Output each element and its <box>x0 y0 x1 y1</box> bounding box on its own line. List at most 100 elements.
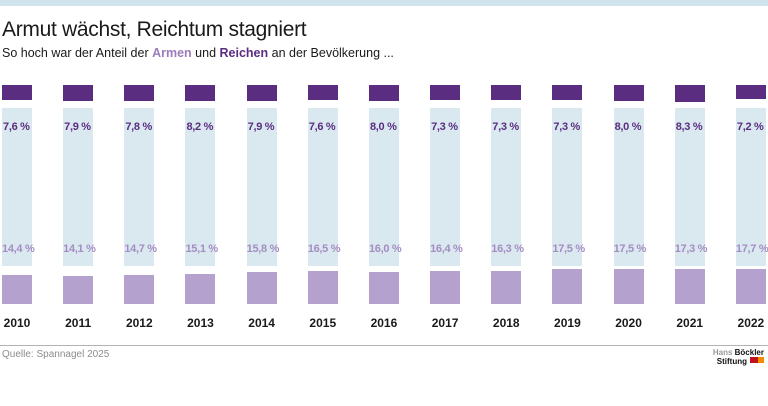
poor-bar-segment <box>63 275 94 304</box>
year-label: 2010 <box>3 316 31 330</box>
poor-bar-segment <box>2 275 32 304</box>
rich-value-label: 8,2 % <box>186 121 214 133</box>
bar-column: 8,2 % 15,1 % <box>185 85 218 304</box>
hans-boeckler-stiftung-logo: Hans Böckler Stiftung <box>713 348 764 366</box>
bar-column: 7,9 % 15,8 % <box>246 85 280 304</box>
bar-column: 8,0 % 16,0 % <box>368 85 402 304</box>
accent-strip <box>0 0 768 6</box>
rich-bar-segment <box>552 85 583 100</box>
rich-value-label: 8,3 % <box>675 121 703 133</box>
rich-value-label: 8,0 % <box>369 121 397 133</box>
logo-flag-red <box>750 357 758 363</box>
subtitle-poor-keyword: Armen <box>152 46 192 60</box>
source-note: Quelle: Spannagel 2025 <box>2 349 110 360</box>
year-label: 2022 <box>737 316 765 330</box>
rich-value-label: 7,9 % <box>64 121 91 133</box>
poor-bar-segment <box>735 268 766 304</box>
logo-flag-icon <box>750 357 764 363</box>
rich-bar-segment <box>2 85 32 101</box>
bar-column: 7,2 % 17,7 % <box>735 85 768 304</box>
bar-column: 7,3 % 16,4 % <box>430 85 463 304</box>
rich-bar-segment <box>674 85 705 102</box>
rich-value-label: 7,9 % <box>247 121 275 133</box>
poor-value-label: 15,1 % <box>185 243 218 255</box>
column-background-band <box>735 108 766 266</box>
rich-bar-segment <box>613 85 644 101</box>
rich-value-label: 7,8 % <box>125 121 152 133</box>
column-background-band <box>491 108 522 266</box>
poor-value-label: 15,8 % <box>246 243 280 255</box>
chart-subtitle: So hoch war der Anteil der Armen und Rei… <box>2 46 762 60</box>
rich-bar-segment <box>368 85 399 101</box>
poor-bar-segment <box>124 274 155 304</box>
year-label: 2011 <box>65 316 92 330</box>
bar-column: 7,6 % 16,5 % <box>307 85 341 304</box>
year-label: 2019 <box>554 316 581 330</box>
rich-value-label: 7,3 % <box>492 121 519 133</box>
bar-column: 8,0 % 17,5 % <box>613 85 647 304</box>
page-title: Armut wächst, Reichtum stagniert <box>2 18 307 41</box>
rich-value-label: 7,3 % <box>431 121 458 133</box>
logo-line1: Hans Böckler <box>713 348 764 357</box>
column-background-band <box>124 108 155 266</box>
column-background-band <box>430 108 461 266</box>
footer-divider <box>0 345 768 346</box>
poor-bar-segment <box>430 271 461 304</box>
poor-bar-segment <box>674 269 705 304</box>
poor-bar-segment <box>491 271 522 304</box>
rich-value-label: 7,3 % <box>553 121 581 133</box>
poor-bar-segment <box>368 272 399 304</box>
rich-bar-segment <box>185 85 216 102</box>
subtitle-rich-keyword: Reichen <box>219 46 269 60</box>
rich-value-label: 7,6 % <box>3 121 30 133</box>
subtitle-prefix: So hoch war der Anteil der <box>2 46 153 60</box>
column-background-band <box>613 108 644 266</box>
poor-bar-segment <box>552 269 583 304</box>
bar-column: 7,8 % 14,7 % <box>124 85 157 304</box>
poor-value-label: 16,4 % <box>430 243 463 255</box>
column-background-band <box>552 108 583 266</box>
poor-bar-segment <box>613 269 644 304</box>
column-background-band <box>63 108 94 266</box>
poor-value-label: 16,3 % <box>491 243 524 255</box>
year-label: 2015 <box>309 316 337 330</box>
bar-column: 7,9 % 14,1 % <box>63 85 96 304</box>
year-label: 2021 <box>676 316 704 330</box>
year-label: 2012 <box>125 316 153 330</box>
poor-value-label: 16,5 % <box>307 243 341 255</box>
years-row: 2010 2011 2012 2013 2014 2015 2016 2017 2018 2019… <box>0 316 768 332</box>
poor-value-label: 14,1 % <box>63 243 96 255</box>
poor-value-label: 17,5 % <box>552 243 585 255</box>
logo-hans: Hans <box>712 348 733 357</box>
rich-bar-segment <box>124 85 155 101</box>
column-background-band <box>307 108 338 266</box>
rich-bar-segment <box>735 85 766 100</box>
logo-flag-orange <box>758 357 764 363</box>
bar-column: 7,3 % 16,3 % <box>491 85 524 304</box>
poor-bar-segment <box>307 271 338 304</box>
logo-line2: Stiftung <box>713 357 764 366</box>
rich-bar-segment <box>430 85 461 100</box>
year-label: 2017 <box>431 316 459 330</box>
rich-value-label: 8,0 % <box>614 121 642 133</box>
bars-row: 7,6 % 14,4 % 7,9 % 14,1 % 7,8 % 14,7 % 8,2 % 15… <box>0 85 768 304</box>
rich-bar-segment <box>491 85 522 100</box>
year-label: 2020 <box>615 316 642 330</box>
rich-bar-segment <box>63 85 94 101</box>
logo-boeckler: Böckler <box>734 348 764 357</box>
poor-bar-segment <box>185 273 216 304</box>
poor-value-label: 17,3 % <box>674 243 708 255</box>
year-label: 2013 <box>187 316 214 330</box>
rich-bar-segment <box>246 85 277 101</box>
logo-stiftung: Stiftung <box>716 357 747 366</box>
column-background-band <box>2 108 32 266</box>
poor-value-label: 14,7 % <box>124 243 157 255</box>
column-background-band <box>185 108 216 266</box>
year-label: 2014 <box>248 316 275 330</box>
poor-value-label: 17,5 % <box>613 243 647 255</box>
poor-value-label: 16,0 % <box>368 243 402 255</box>
rich-value-label: 7,2 % <box>736 121 764 133</box>
poor-value-label: 14,4 % <box>2 243 35 255</box>
bar-column: 7,6 % 14,4 % <box>2 85 35 304</box>
